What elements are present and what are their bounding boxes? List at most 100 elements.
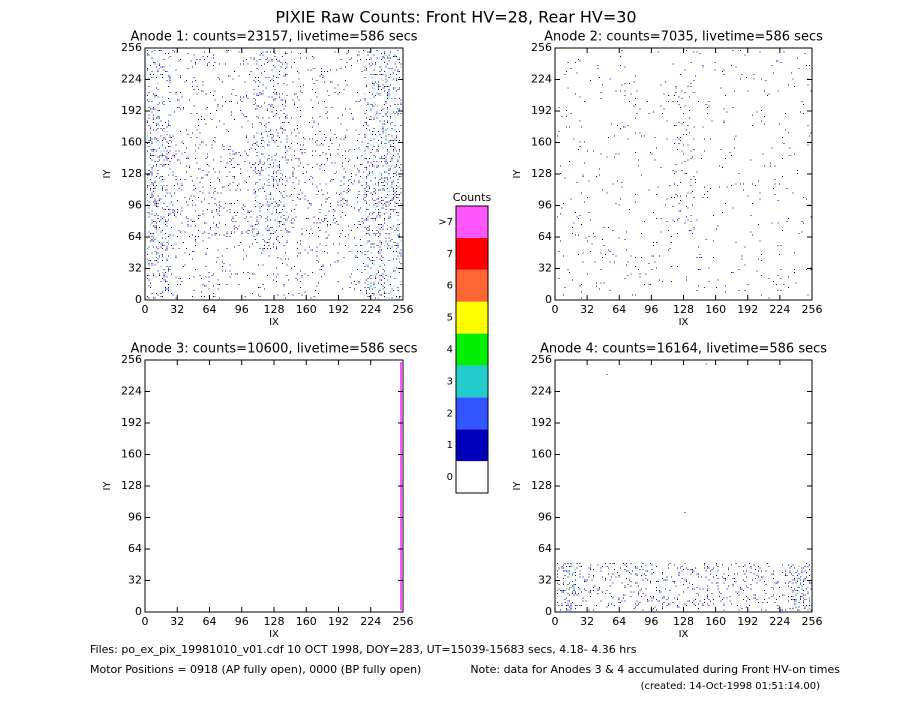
x-tick-label: 128 bbox=[673, 303, 694, 316]
x-tick-label: 160 bbox=[296, 615, 317, 628]
x-tick-label: 256 bbox=[802, 303, 823, 316]
x-tick-label: 96 bbox=[644, 615, 658, 628]
y-tick-label: 64 bbox=[128, 542, 142, 555]
x-tick-label: 192 bbox=[737, 303, 758, 316]
y-tick-label: 64 bbox=[538, 230, 552, 243]
y-tick-label: 192 bbox=[531, 416, 552, 429]
x-tick-label: 0 bbox=[552, 303, 559, 316]
plot-area bbox=[555, 48, 812, 300]
plot-area bbox=[145, 360, 403, 612]
x-tick-label: 256 bbox=[393, 615, 414, 628]
x-tick-label: 32 bbox=[580, 303, 594, 316]
x-tick-label: 128 bbox=[264, 303, 285, 316]
y-tick-label: 128 bbox=[531, 479, 552, 492]
colorbar-cell bbox=[456, 461, 488, 493]
colorbar-label: >7 bbox=[438, 217, 453, 228]
colorbar-cell bbox=[456, 333, 488, 366]
colorbar-title: Counts bbox=[453, 191, 492, 204]
panel-title: Anode 3: counts=10600, livetime=586 secs bbox=[130, 342, 417, 357]
y-tick-label: 0 bbox=[135, 605, 142, 618]
x-tick-label: 224 bbox=[360, 303, 381, 316]
y-tick-label: 64 bbox=[128, 230, 142, 243]
x-tick-label: 160 bbox=[705, 303, 726, 316]
figure-title: PIXIE Raw Counts: Front HV=28, Rear HV=3… bbox=[275, 8, 636, 27]
x-tick-label: 224 bbox=[360, 615, 381, 628]
y-tick-label: 160 bbox=[121, 136, 142, 149]
x-tick-label: 96 bbox=[235, 615, 249, 628]
colorbar-cell bbox=[456, 397, 488, 430]
y-axis-label: IY bbox=[512, 169, 523, 179]
y-tick-label: 256 bbox=[121, 353, 142, 366]
x-tick-label: 64 bbox=[203, 615, 217, 628]
y-tick-label: 96 bbox=[128, 511, 142, 524]
y-tick-label: 256 bbox=[531, 353, 552, 366]
colorbar-label: 6 bbox=[447, 281, 453, 292]
x-tick-label: 192 bbox=[328, 303, 349, 316]
y-tick-label: 0 bbox=[135, 293, 142, 306]
y-tick-label: 64 bbox=[538, 542, 552, 555]
x-axis-label: IX bbox=[269, 629, 279, 640]
y-axis-label: IY bbox=[512, 481, 523, 491]
y-tick-label: 32 bbox=[128, 262, 142, 275]
x-tick-label: 160 bbox=[296, 303, 317, 316]
x-axis-label: IX bbox=[679, 317, 689, 328]
y-tick-label: 96 bbox=[128, 199, 142, 212]
y-tick-label: 192 bbox=[121, 104, 142, 117]
colorbar-cell bbox=[456, 237, 488, 270]
colorbar-label: 0 bbox=[447, 472, 453, 483]
x-tick-label: 64 bbox=[612, 303, 626, 316]
footer-note: Note: data for Anodes 3 & 4 accumulated … bbox=[470, 663, 840, 676]
x-tick-label: 128 bbox=[264, 615, 285, 628]
panel-title: Anode 1: counts=23157, livetime=586 secs bbox=[130, 30, 417, 45]
colorbar-cell bbox=[456, 365, 488, 398]
x-tick-label: 128 bbox=[673, 615, 694, 628]
x-tick-label: 256 bbox=[802, 615, 823, 628]
colorbar-cell bbox=[456, 206, 488, 238]
y-tick-label: 128 bbox=[121, 167, 142, 180]
colorbar-cell bbox=[456, 269, 488, 302]
x-tick-label: 64 bbox=[612, 615, 626, 628]
y-tick-label: 0 bbox=[545, 293, 552, 306]
x-tick-label: 0 bbox=[142, 615, 149, 628]
y-axis-label: IY bbox=[102, 481, 113, 491]
y-axis-label: IY bbox=[102, 169, 113, 179]
colorbar-label: 7 bbox=[447, 249, 453, 260]
footer-created: (created: 14-Oct-1998 01:51:14.00) bbox=[641, 681, 820, 692]
x-tick-label: 256 bbox=[393, 303, 414, 316]
y-tick-label: 128 bbox=[121, 479, 142, 492]
y-tick-label: 224 bbox=[121, 73, 142, 86]
y-tick-label: 0 bbox=[545, 605, 552, 618]
y-tick-label: 192 bbox=[531, 104, 552, 117]
y-tick-label: 96 bbox=[538, 199, 552, 212]
x-tick-label: 64 bbox=[203, 303, 217, 316]
y-tick-label: 160 bbox=[531, 448, 552, 461]
x-tick-label: 96 bbox=[644, 303, 658, 316]
footer-motor: Motor Positions = 0918 (AP fully open), … bbox=[90, 663, 421, 676]
y-tick-label: 32 bbox=[128, 574, 142, 587]
y-tick-label: 160 bbox=[121, 448, 142, 461]
y-tick-label: 96 bbox=[538, 511, 552, 524]
x-tick-label: 224 bbox=[769, 615, 790, 628]
y-tick-label: 160 bbox=[531, 136, 552, 149]
x-tick-label: 32 bbox=[170, 303, 184, 316]
y-tick-label: 256 bbox=[121, 41, 142, 54]
y-tick-label: 192 bbox=[121, 416, 142, 429]
colorbar-cell bbox=[456, 301, 488, 334]
x-tick-label: 160 bbox=[705, 615, 726, 628]
footer-files: Files: po_ex_pix_19981010_v01.cdf 10 OCT… bbox=[90, 643, 637, 656]
x-tick-label: 224 bbox=[769, 303, 790, 316]
colorbar-label: 5 bbox=[447, 313, 453, 324]
panel-title: Anode 2: counts=7035, livetime=586 secs bbox=[544, 30, 823, 45]
colorbar-cell bbox=[456, 429, 488, 462]
y-tick-label: 224 bbox=[531, 73, 552, 86]
x-tick-label: 0 bbox=[142, 303, 149, 316]
y-tick-label: 256 bbox=[531, 41, 552, 54]
x-tick-label: 32 bbox=[580, 615, 594, 628]
colorbar-frame bbox=[455, 205, 489, 494]
x-tick-label: 96 bbox=[235, 303, 249, 316]
colorbar-label: 4 bbox=[447, 345, 453, 356]
panel-title: Anode 4: counts=16164, livetime=586 secs bbox=[540, 342, 827, 357]
y-tick-label: 224 bbox=[531, 385, 552, 398]
x-tick-label: 32 bbox=[170, 615, 184, 628]
